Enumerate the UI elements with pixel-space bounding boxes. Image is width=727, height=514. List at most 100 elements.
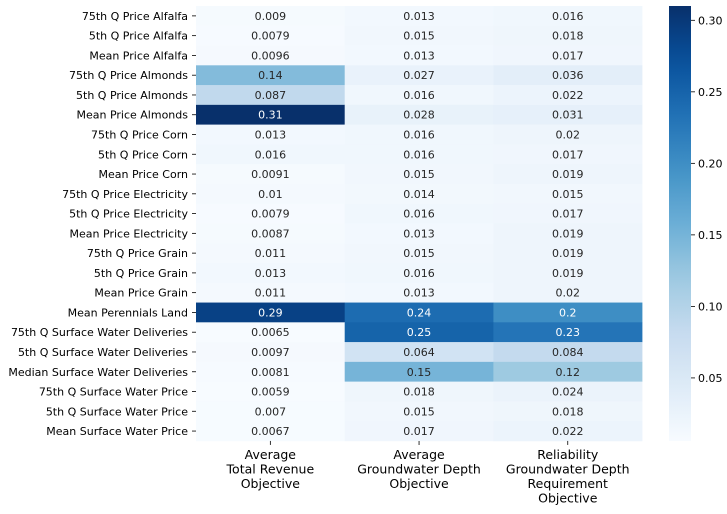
- cell-value-label: 0.016: [403, 208, 435, 221]
- heatmap-cell: [344, 263, 494, 284]
- cell-value-label: 0.0087: [251, 227, 290, 240]
- heatmap-cell: [344, 282, 494, 303]
- heatmap-cell: [493, 104, 643, 125]
- cell-value-label: 0.022: [552, 425, 584, 438]
- heatmap-cell: [196, 183, 345, 204]
- heatmap-cell: [344, 45, 494, 66]
- heatmap-cell: [493, 322, 643, 343]
- cell-value-label: 0.064: [403, 346, 435, 359]
- cell-value-label: 0.017: [552, 49, 584, 62]
- heatmap-cells: 0.009 0.013 0.016 0.0079 0.015 0.018 0.0096 0.0…: [196, 6, 643, 442]
- heatmap-cell: [493, 183, 643, 204]
- cell-value-label: 0.016: [552, 10, 584, 23]
- cell-value-label: 0.15: [407, 366, 432, 379]
- cell-value-label: 0.019: [552, 267, 584, 280]
- cell-value-label: 0.018: [403, 386, 435, 399]
- heatmap-cell: [196, 263, 345, 284]
- cell-value-label: 0.016: [255, 148, 287, 161]
- cell-value-label: 0.12: [556, 366, 581, 379]
- cell-value-label: 0.0097: [251, 346, 290, 359]
- cell-value-label: 0.016: [403, 89, 435, 102]
- cell-value-label: 0.013: [403, 227, 435, 240]
- heatmap-cell: [344, 381, 494, 402]
- cell-value-label: 0.027: [403, 69, 435, 82]
- heatmap-cell: [196, 164, 345, 185]
- row-label: 5th Q Surface Water Price: [46, 405, 188, 418]
- colorbar-tick-label: 0.15: [698, 229, 723, 242]
- cell-value-label: 0.0079: [251, 30, 290, 43]
- cell-value-label: 0.087: [255, 89, 287, 102]
- cell-value-label: 0.014: [403, 188, 435, 201]
- heatmap-cell: [196, 322, 345, 343]
- heatmap-cell: [493, 45, 643, 66]
- cell-value-label: 0.007: [255, 405, 287, 418]
- row-label: Mean Price Grain: [94, 287, 188, 300]
- cell-value-label: 0.084: [552, 346, 584, 359]
- heatmap-cell: [344, 322, 494, 343]
- cell-value-label: 0.017: [552, 148, 584, 161]
- heatmap-cell: [344, 124, 494, 145]
- heatmap-cell: [196, 243, 345, 264]
- heatmap-cell: [196, 45, 345, 66]
- heatmap-cell: [344, 25, 494, 46]
- heatmap-cell: [493, 263, 643, 284]
- cell-value-label: 0.0091: [251, 168, 290, 181]
- heatmap-cell: [344, 361, 494, 382]
- cell-value-label: 0.019: [552, 168, 584, 181]
- cell-value-label: 0.015: [403, 30, 435, 43]
- heatmap-cell: [344, 85, 494, 106]
- cell-value-label: 0.015: [403, 247, 435, 260]
- row-label: 5th Q Surface Water Deliveries: [18, 346, 188, 359]
- heatmap-cell: [344, 342, 494, 363]
- heatmap-cell: [493, 203, 643, 224]
- row-label: 75th Q Price Almonds: [69, 69, 188, 82]
- cell-value-label: 0.016: [403, 129, 435, 142]
- heatmap-cell: [493, 6, 643, 27]
- cell-value-label: 0.018: [552, 405, 584, 418]
- heatmap-cell: [493, 302, 643, 323]
- heatmap-cell: [196, 65, 345, 86]
- heatmap-cell: [196, 223, 345, 244]
- colorbar: 0.05 0.10 0.15 0.20 0.25 0.30: [669, 6, 723, 441]
- cell-value-label: 0.23: [556, 326, 581, 339]
- cell-value-label: 0.036: [552, 69, 584, 82]
- heatmap-cell: [196, 282, 345, 303]
- cell-value-label: 0.2: [559, 306, 577, 319]
- cell-value-label: 0.013: [255, 129, 287, 142]
- column-label: Average Total Revenue Objective: [226, 447, 315, 491]
- row-label: Mean Surface Water Price: [46, 425, 188, 438]
- column-label: Average Groundwater Depth Objective: [357, 447, 481, 491]
- cell-value-label: 0.0059: [251, 386, 290, 399]
- cell-value-label: 0.31: [258, 109, 283, 122]
- column-label: Reliability Groundwater Depth Requirement O…: [506, 447, 630, 506]
- cell-value-label: 0.018: [552, 30, 584, 43]
- cell-value-label: 0.017: [552, 208, 584, 221]
- cell-value-label: 0.29: [258, 306, 283, 319]
- cell-value-label: 0.011: [255, 247, 287, 260]
- heatmap-cell: [493, 342, 643, 363]
- cell-value-label: 0.0065: [251, 326, 290, 339]
- cell-value-label: 0.015: [403, 405, 435, 418]
- cell-value-label: 0.022: [552, 89, 584, 102]
- heatmap-cell: [196, 302, 345, 323]
- row-label: Mean Price Alfalfa: [89, 49, 188, 62]
- column-labels: Average Total Revenue Objective Average Grou…: [226, 440, 630, 506]
- colorbar-tick-label: 0.10: [698, 300, 723, 313]
- colorbar-tick-label: 0.05: [698, 372, 723, 385]
- colorbar-tick-label: 0.30: [698, 14, 723, 27]
- row-label: 75th Q Surface Water Deliveries: [11, 326, 188, 339]
- heatmap-cell: [493, 223, 643, 244]
- heatmap-cell: [344, 183, 494, 204]
- cell-value-label: 0.02: [556, 287, 581, 300]
- heatmap-cell: [344, 302, 494, 323]
- heatmap-cell: [344, 421, 494, 442]
- cell-value-label: 0.011: [255, 287, 287, 300]
- heatmap-cell: [493, 243, 643, 264]
- heatmap-cell: [344, 144, 494, 165]
- cell-value-label: 0.0081: [251, 366, 290, 379]
- cell-value-label: 0.009: [255, 10, 287, 23]
- colorbar-gradient: [669, 6, 691, 441]
- heatmap-cell: [493, 381, 643, 402]
- colorbar-tick-label: 0.25: [698, 86, 723, 99]
